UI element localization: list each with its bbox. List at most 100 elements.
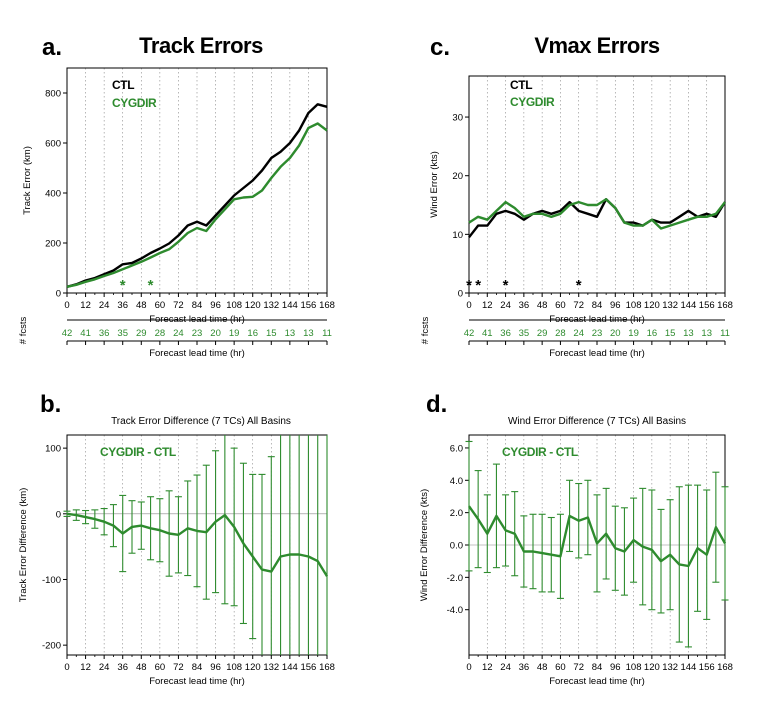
x-tick-label: 36	[117, 662, 128, 673]
x-tick-label: 12	[482, 300, 493, 311]
fcsts-count: 42	[464, 328, 475, 339]
x-tick-label: 60	[555, 300, 566, 311]
fcsts-label: # fcsts	[18, 317, 29, 345]
chart-title-wind-error-difference: Wind Error Difference (7 TCs) All Basins	[508, 416, 686, 427]
x-tick-label: 132	[662, 300, 678, 311]
y-tick-label: 6.0	[450, 443, 463, 454]
y-axis-label: Wind Error Difference (kts)	[419, 489, 430, 601]
y-tick-label: -200	[42, 641, 61, 652]
fcsts-count: 13	[683, 328, 694, 339]
chart-title-vmax-errors: Vmax Errors	[534, 33, 660, 58]
fcsts-count: 11	[720, 328, 730, 339]
panel-c-vmax-errors: c. Vmax Errors 0 12 24 36 48 60 72 84 96 108 120 13…	[420, 33, 733, 359]
y-axis-label: Wind Error (kts)	[429, 151, 440, 218]
series-line-cygdir-ctl	[66, 512, 329, 577]
y-axis-label: Track Error (km)	[22, 146, 33, 215]
x-tick-label: 84	[192, 300, 203, 311]
y-tick-label: 10	[452, 230, 463, 241]
panel-letter-a: a.	[42, 34, 62, 61]
y-tick-label: 4.0	[450, 476, 463, 487]
x-tick-label: 120	[644, 662, 660, 673]
x-tick-label: 144	[282, 662, 298, 673]
panel-a-track-errors: a. Track Errors 0 12 24 36 48 60 72 84 96 108 120 1…	[18, 33, 335, 359]
x-tick-label: 168	[717, 300, 733, 311]
x-tick-label: 132	[263, 662, 279, 673]
series-line-cygdir-ctl	[468, 505, 727, 568]
legend-entry-ctl: CTL	[112, 78, 134, 92]
significance-asterisk: *	[503, 277, 509, 294]
legend-entry-cygdir: CYGDIR	[112, 96, 157, 110]
x-tick-label: 120	[245, 662, 261, 673]
x-tick-label: 156	[300, 662, 316, 673]
fcsts-count: 23	[192, 328, 203, 339]
fcsts-count: 13	[285, 328, 296, 339]
fcsts-x-axis-label: Forecast lead time (hr)	[149, 348, 245, 359]
x-tick-label: 156	[300, 300, 316, 311]
x-tick-label: 60	[155, 300, 166, 311]
x-tick-label: 24	[99, 300, 110, 311]
fcsts-count: 16	[247, 328, 258, 339]
fcsts-count: 35	[117, 328, 128, 339]
x-tick-label: 48	[136, 662, 147, 673]
x-tick-label: 36	[519, 662, 530, 673]
fcsts-count: 24	[173, 328, 184, 339]
fcsts-count: 41	[482, 328, 493, 339]
significance-asterisk: *	[466, 277, 472, 294]
y-tick-label: 600	[45, 139, 61, 150]
x-tick-label: 96	[610, 662, 621, 673]
fcsts-x-axis-label: Forecast lead time (hr)	[549, 348, 645, 359]
x-tick-label: 12	[80, 300, 91, 311]
x-tick-label: 24	[99, 662, 110, 673]
y-tick-label: -4.0	[447, 605, 463, 616]
series-line-ctl	[66, 103, 328, 288]
y-tick-label: 2.0	[450, 508, 463, 519]
x-tick-label: 24	[500, 300, 511, 311]
x-tick-label: 60	[555, 662, 566, 673]
significance-asterisk: *	[576, 277, 582, 294]
fcsts-count: 35	[519, 328, 530, 339]
fcsts-count: 15	[266, 328, 277, 339]
significance-asterisk: *	[475, 277, 481, 294]
y-axis-label: Track Error Difference (km)	[18, 488, 29, 603]
panel-letter-c: c.	[430, 34, 450, 61]
x-tick-label: 72	[573, 300, 584, 311]
x-tick-label: 108	[226, 300, 242, 311]
x-tick-label: 60	[155, 662, 166, 673]
fcsts-count: 29	[136, 328, 147, 339]
x-tick-label: 168	[319, 662, 335, 673]
panel-d-wind-error-difference: d. Wind Error Difference (7 TCs) All Bas…	[419, 391, 733, 687]
fcsts-count: 15	[665, 328, 676, 339]
x-tick-label: 0	[466, 300, 471, 311]
fcsts-count: 16	[647, 328, 658, 339]
x-tick-label: 156	[699, 300, 715, 311]
fcsts-label: # fcsts	[420, 317, 431, 345]
y-tick-label: -100	[42, 575, 61, 586]
legend-entry-cygdir: CYGDIR	[510, 95, 555, 109]
y-tick-label: 100	[45, 444, 61, 455]
x-tick-label: 36	[117, 300, 128, 311]
fcsts-count: 28	[555, 328, 566, 339]
fcsts-count: 41	[80, 328, 91, 339]
y-tick-label: 800	[45, 89, 61, 100]
legend-entry-difference: CYGDIR - CTL	[100, 445, 176, 459]
fcsts-count: 36	[99, 328, 110, 339]
x-tick-label: 144	[282, 300, 298, 311]
x-tick-label: 96	[210, 662, 221, 673]
y-tick-label: 0.0	[450, 541, 463, 552]
panel-letter-d: d.	[426, 391, 447, 418]
x-tick-label: 108	[626, 662, 642, 673]
x-tick-label: 168	[717, 662, 733, 673]
fcsts-count: 19	[628, 328, 639, 339]
x-tick-label: 72	[173, 662, 184, 673]
x-tick-label: 120	[245, 300, 261, 311]
x-tick-label: 72	[573, 662, 584, 673]
x-tick-label: 48	[136, 300, 147, 311]
fcsts-count: 36	[500, 328, 511, 339]
significance-asterisk: *	[120, 277, 126, 294]
y-tick-label: 30	[452, 113, 463, 124]
x-tick-label: 96	[610, 300, 621, 311]
chart-title-track-errors: Track Errors	[139, 33, 263, 58]
fcsts-count: 23	[592, 328, 603, 339]
x-tick-label: 84	[592, 300, 603, 311]
x-axis-label: Forecast lead time (hr)	[549, 676, 645, 687]
